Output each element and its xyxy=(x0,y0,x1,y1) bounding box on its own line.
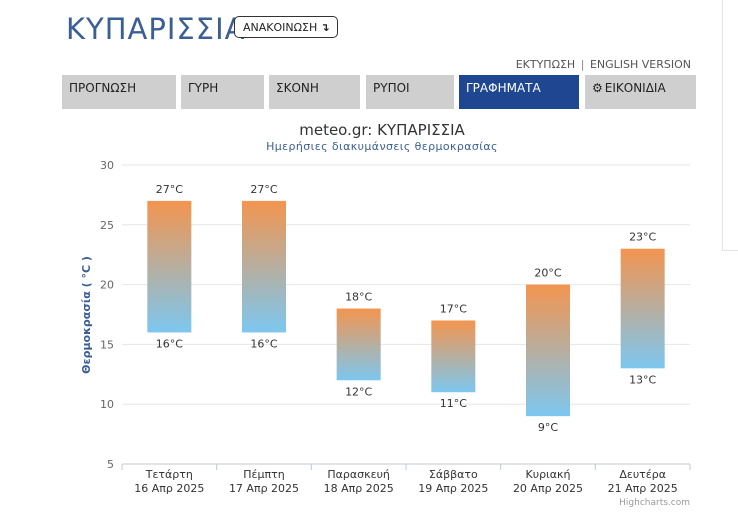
low-value-label: 16°C xyxy=(156,337,183,350)
chart-subtitle: Ημερήσιες διακυμάνσεις θερμοκρασίας xyxy=(266,140,498,153)
gear-icon: ⚙ xyxy=(592,81,603,95)
announcement-label: ΑΝΑΚΟΙΝΩΣΗ xyxy=(243,21,318,34)
top-links: ΕΚΤΥΠΩΣΗ | ENGLISH VERSION xyxy=(516,58,691,71)
tab-pollutants-label: ΡΥΠΟΙ xyxy=(373,81,410,95)
range-bar xyxy=(526,284,570,417)
x-category-date: 17 Απρ 2025 xyxy=(229,482,299,495)
x-category-date: 20 Απρ 2025 xyxy=(513,482,583,495)
low-value-label: 9°C xyxy=(538,421,558,434)
tab-pollutants[interactable]: ΡΥΠΟΙ xyxy=(366,75,454,109)
y-tick-label: 25 xyxy=(100,219,114,232)
high-value-label: 17°C xyxy=(440,302,467,315)
tab-pollen-label: ΓΥΡΗ xyxy=(188,81,219,95)
x-category-day: Παρασκευή xyxy=(327,468,390,481)
range-bar xyxy=(431,320,476,393)
link-separator: | xyxy=(580,58,585,71)
english-version-link[interactable]: ENGLISH VERSION xyxy=(589,58,691,71)
low-value-label: 12°C xyxy=(345,385,372,398)
x-category-day: Σάββατο xyxy=(429,468,478,481)
x-category-date: 16 Απρ 2025 xyxy=(134,482,204,495)
tab-forecast[interactable]: ΠΡΟΓΝΩΣΗ xyxy=(62,75,176,109)
highcharts-credits[interactable]: Highcharts.com xyxy=(619,498,690,508)
y-axis-title: Θερμοκρασία ( °C ) xyxy=(80,256,93,374)
tab-dust[interactable]: ΣΚΟΝΗ xyxy=(269,75,360,109)
x-category-date: 21 Απρ 2025 xyxy=(608,482,678,495)
tab-charts-label: ΓΡΑΦΗΜΑΤΑ xyxy=(466,81,541,95)
tab-icons[interactable]: ⚙ ΕΙΚΟΝΙΔΙΑ xyxy=(585,75,696,109)
x-category-date: 18 Απρ 2025 xyxy=(324,482,394,495)
tab-pollen[interactable]: ΓΥΡΗ xyxy=(181,75,264,109)
tab-charts[interactable]: ΓΡΑΦΗΜΑΤΑ xyxy=(459,75,579,109)
range-bar xyxy=(620,248,665,369)
low-value-label: 13°C xyxy=(629,373,656,386)
y-tick-label: 10 xyxy=(100,398,114,411)
tab-forecast-label: ΠΡΟΓΝΩΣΗ xyxy=(69,81,137,95)
tab-dust-label: ΣΚΟΝΗ xyxy=(276,81,319,95)
tab-icons-label: ΕΙΚΟΝΙΔΙΑ xyxy=(604,81,666,95)
low-value-label: 16°C xyxy=(250,337,277,350)
arrow-down-right-icon: ↴ xyxy=(320,21,330,34)
announcement-button[interactable]: ΑΝΑΚΟΙΝΩΣΗ ↴ xyxy=(234,16,339,38)
x-category-date: 19 Απρ 2025 xyxy=(418,482,488,495)
x-category-day: Δευτέρα xyxy=(619,468,666,481)
print-link[interactable]: ΕΚΤΥΠΩΣΗ xyxy=(515,58,576,71)
y-tick-label: 5 xyxy=(107,458,114,471)
high-value-label: 18°C xyxy=(345,291,372,304)
page-title: ΚΥΠΑΡΙΣΣΙΑ xyxy=(66,12,246,46)
range-bar xyxy=(336,308,381,381)
range-bar xyxy=(242,200,286,333)
high-value-label: 20°C xyxy=(534,267,561,280)
high-value-label: 27°C xyxy=(156,183,183,196)
x-category-day: Κυριακή xyxy=(526,468,571,481)
y-tick-label: 15 xyxy=(100,338,114,351)
high-value-label: 27°C xyxy=(250,183,277,196)
y-tick-label: 20 xyxy=(100,279,114,292)
low-value-label: 11°C xyxy=(440,397,467,410)
x-category-day: Πέμπτη xyxy=(243,468,284,481)
y-tick-label: 30 xyxy=(100,159,114,172)
chart-title: meteo.gr: ΚΥΠΑΡΙΣΣΙΑ xyxy=(299,121,465,139)
side-panel-edge xyxy=(722,0,738,251)
range-bar xyxy=(147,200,192,333)
high-value-label: 23°C xyxy=(629,231,656,244)
x-category-day: Τετάρτη xyxy=(145,468,193,481)
